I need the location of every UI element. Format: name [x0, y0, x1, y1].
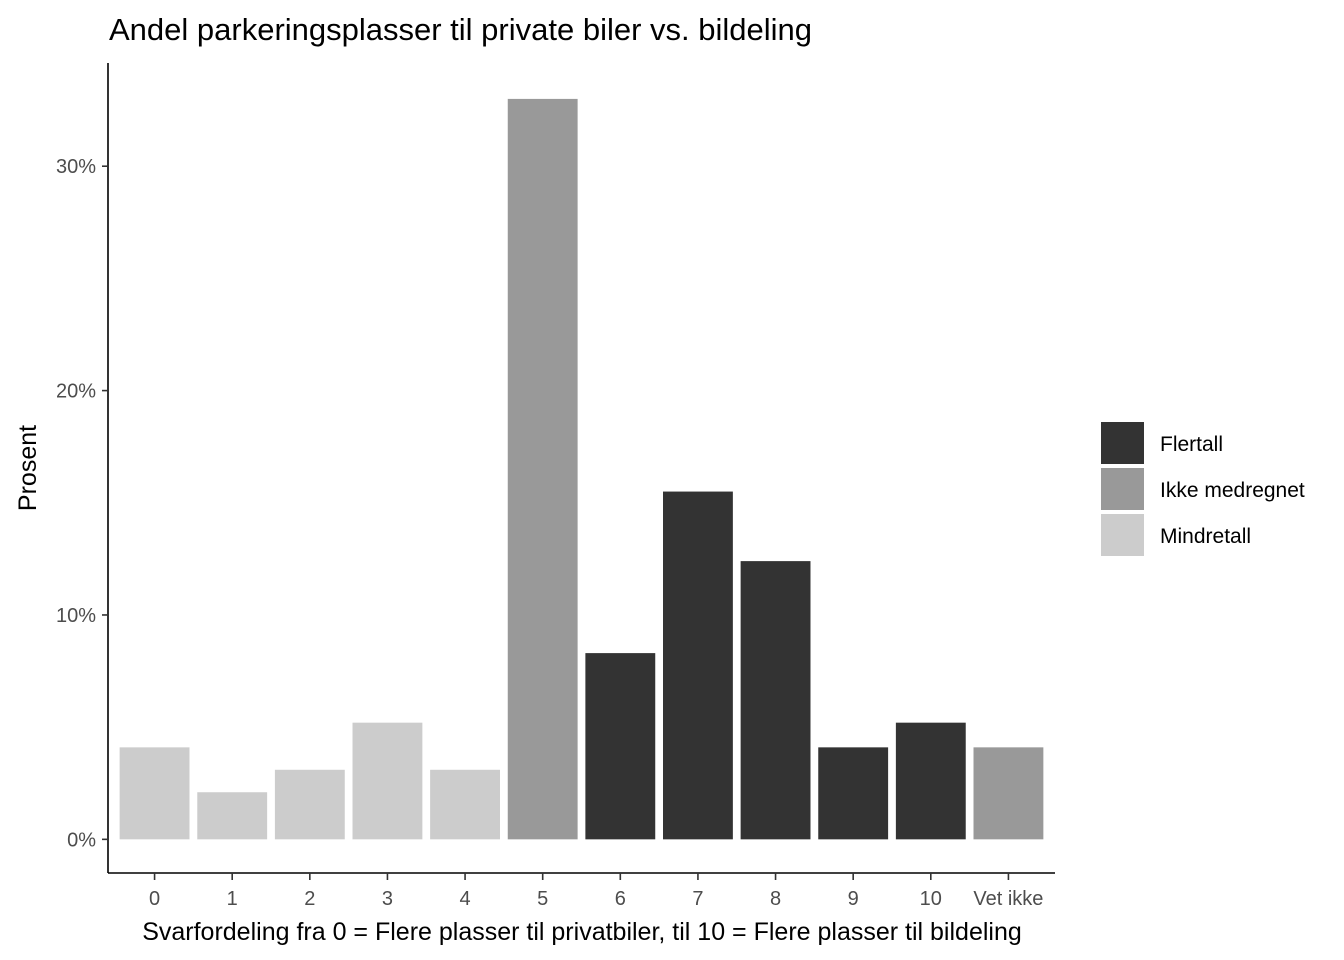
- legend-label: Ikke medregnet: [1160, 479, 1305, 502]
- x-tick-label: 3: [382, 888, 393, 910]
- y-tick-label: 0%: [67, 829, 96, 851]
- legend-swatch: [1101, 422, 1144, 464]
- bar-6: [585, 653, 656, 840]
- x-tick-label: 6: [615, 888, 626, 910]
- x-tick-label: 4: [460, 888, 471, 910]
- legend-swatch: [1101, 468, 1144, 510]
- x-tick-label: 0: [149, 888, 160, 910]
- bar-1: [197, 792, 268, 840]
- x-tick-label: 2: [304, 888, 315, 910]
- bar-0: [119, 747, 190, 840]
- bar-4: [430, 769, 500, 840]
- bar-3: [352, 722, 423, 840]
- legend: Flertall Ikke medregnet Mindretall: [1101, 422, 1305, 556]
- legend-swatch: [1101, 514, 1144, 556]
- y-tick-label: 20%: [56, 381, 96, 403]
- bars: [119, 98, 1044, 840]
- y-tick-label: 30%: [56, 156, 96, 178]
- bar-10: [895, 722, 966, 840]
- y-ticks: 0% 10% 20% 30%: [56, 156, 108, 851]
- bar-vet-ikke: [973, 747, 1044, 840]
- x-ticks: 0 1 2 3 4 5 6 7 8 9 10 Vet ikke: [149, 873, 1043, 910]
- x-tick-label: 7: [692, 888, 703, 910]
- legend-label: Flertall: [1160, 433, 1223, 456]
- x-tick-label: 8: [770, 888, 781, 910]
- bar-2: [274, 769, 345, 840]
- x-tick-label: 9: [848, 888, 859, 910]
- bar-7: [663, 491, 733, 840]
- x-tick-label: 5: [537, 888, 548, 910]
- y-tick-label: 10%: [56, 605, 96, 627]
- bar-9: [818, 747, 889, 840]
- x-tick-label: 1: [227, 888, 238, 910]
- chart-title: Andel parkeringsplasser til private bile…: [109, 12, 812, 47]
- x-tick-label: Vet ikke: [973, 888, 1043, 910]
- legend-label: Mindretall: [1160, 525, 1251, 548]
- x-tick-label: 10: [920, 888, 942, 910]
- x-axis-title: Svarfordeling fra 0 = Flere plasser til …: [142, 918, 1022, 946]
- bar-8: [740, 561, 811, 840]
- y-axis-title: Prosent: [14, 425, 42, 511]
- bar-5: [507, 98, 578, 840]
